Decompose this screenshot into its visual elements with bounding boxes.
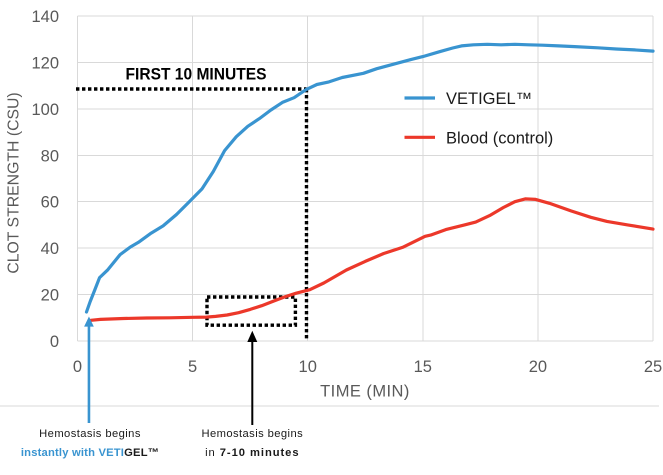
svg-text:15: 15: [414, 358, 432, 376]
svg-text:140: 140: [31, 8, 59, 26]
svg-text:120: 120: [31, 54, 59, 72]
svg-text:100: 100: [31, 101, 59, 119]
svg-text:0: 0: [73, 358, 82, 376]
svg-text:instantly with VETIGEL™: instantly with VETIGEL™: [21, 447, 159, 459]
svg-text:FIRST 10 MINUTES: FIRST 10 MINUTES: [126, 66, 267, 84]
svg-text:25: 25: [644, 358, 662, 376]
svg-text:40: 40: [41, 240, 59, 258]
svg-text:in 7-10 minutes: in 7-10 minutes: [205, 447, 299, 459]
svg-text:CLOT STRENGTH (CSU): CLOT STRENGTH (CSU): [6, 92, 23, 273]
svg-text:20: 20: [41, 287, 59, 305]
svg-text:20: 20: [529, 358, 547, 376]
svg-text:Hemostasis begins: Hemostasis begins: [201, 428, 303, 440]
svg-text:Blood (control): Blood (control): [446, 129, 553, 147]
svg-text:0: 0: [50, 333, 59, 351]
svg-text:VETIGEL™: VETIGEL™: [446, 90, 532, 108]
svg-text:TIME (MIN): TIME (MIN): [320, 383, 410, 401]
svg-text:60: 60: [41, 194, 59, 212]
svg-text:5: 5: [188, 358, 197, 376]
svg-text:Hemostasis begins: Hemostasis begins: [39, 428, 141, 440]
svg-text:10: 10: [299, 358, 317, 376]
svg-text:80: 80: [41, 147, 59, 165]
